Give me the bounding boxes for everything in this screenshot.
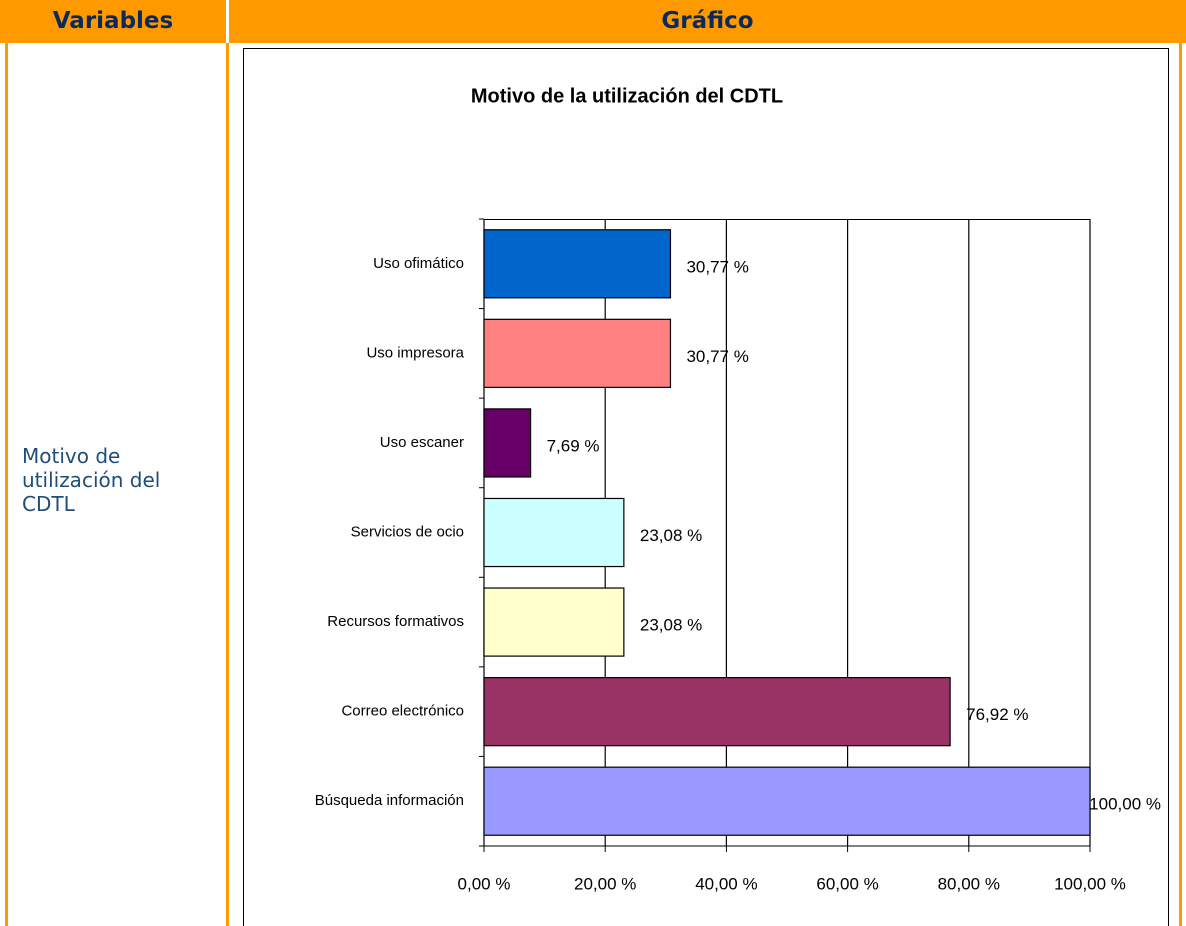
value-label: 23,08 % [640, 616, 702, 635]
chart-title: Motivo de la utilización del CDTL [471, 85, 783, 107]
y-tick-label: Recursos formativos [327, 613, 464, 630]
bar [483, 766, 1091, 836]
y-tick-label: Correo electrónico [341, 703, 464, 720]
value-label: 100,00 % [1089, 795, 1161, 814]
bar [483, 497, 625, 568]
y-tick-label: Uso escaner [380, 434, 464, 451]
x-tick-label: 20,00 % [574, 874, 636, 893]
value-label: 23,08 % [640, 526, 702, 545]
y-tick-label: Búsqueda información [315, 792, 464, 809]
value-label: 7,69 % [547, 436, 600, 455]
bar [483, 318, 672, 388]
bar [483, 677, 951, 747]
value-label: 30,77 % [686, 257, 748, 276]
value-label: 30,77 % [686, 347, 748, 366]
bar [483, 229, 672, 299]
bar [483, 587, 625, 657]
variable-label: Motivo de utilización del CDTL [22, 444, 161, 516]
x-tick-label: 60,00 % [816, 874, 878, 893]
x-tick-label: 40,00 % [695, 874, 757, 893]
header-variables: Variables [0, 0, 226, 43]
value-label: 76,92 % [966, 705, 1028, 724]
border [5, 43, 8, 926]
x-tick-label: 0,00 % [458, 874, 511, 893]
y-tick-label: Uso impresora [366, 344, 464, 361]
y-tick-label: Uso ofimático [373, 255, 464, 272]
header-grafico: Gráfico [229, 0, 1186, 43]
header-divider [226, 0, 229, 43]
x-tick-label: 100,00 % [1054, 874, 1126, 893]
bar [483, 408, 532, 478]
y-tick-label: Servicios de ocio [351, 523, 464, 540]
x-tick-label: 80,00 % [938, 874, 1000, 893]
border [226, 43, 229, 926]
border [1179, 43, 1182, 926]
